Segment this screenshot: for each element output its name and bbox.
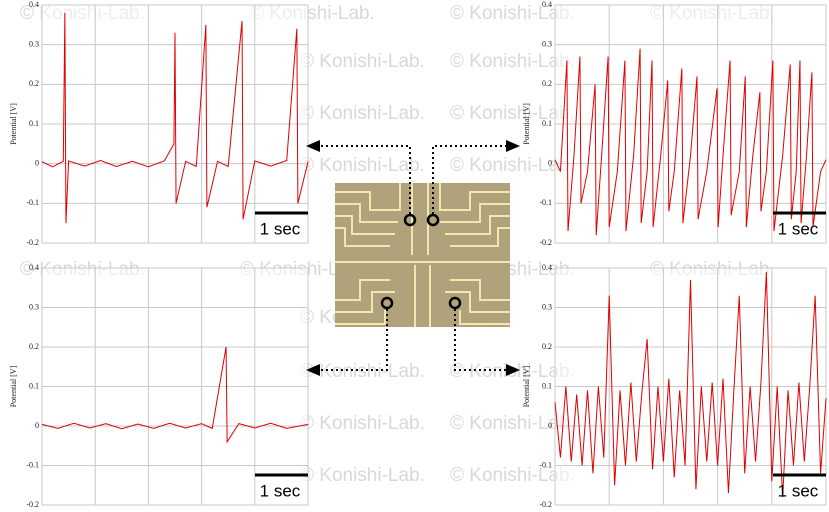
micrograph: [335, 183, 510, 327]
watermark: © Konishi-Lab.: [450, 155, 575, 176]
y-tick-label: 0.3: [542, 302, 552, 311]
scale-bar-label: 1 sec: [260, 481, 301, 500]
y-tick-label: -0.2: [539, 238, 552, 247]
watermark: © Konishi-Lab.: [450, 3, 575, 24]
y-tick-label: -0.2: [539, 500, 552, 509]
watermark: © Konishi-Lab.: [300, 51, 425, 72]
signal-line: [554, 271, 827, 498]
y-tick-label: 0.1: [29, 119, 39, 128]
y-tick-label: -0.2: [26, 500, 39, 509]
electrode-traces: [335, 183, 510, 327]
y-tick-label: 0.3: [29, 39, 39, 48]
signal-line: [41, 346, 309, 444]
electrode-markers: [380, 213, 462, 310]
chart: -0.2 -0.1 0 0.1 0.2 0.3 0.4 Potential [V] 1 sec: [522, 0, 827, 247]
chart: -0.2 -0.1 0 0.1 0.2 0.3 0.4 Potential [V] 1 sec: [9, 263, 309, 509]
y-tick-label: 0: [548, 158, 552, 167]
y-axis-label: Potential [V]: [9, 365, 18, 407]
y-tick-label: 0.2: [29, 79, 39, 88]
scale-bar-label: 1 sec: [778, 481, 819, 500]
y-tick-label: -0.2: [26, 238, 39, 247]
y-tick-label: 0: [35, 421, 39, 430]
watermark: © Konishi-Lab.: [300, 361, 425, 382]
signal-line: [554, 48, 827, 236]
y-tick-label: 0.4: [29, 263, 39, 272]
y-axis-label: Potential [V]: [522, 103, 531, 145]
arrowheads: [306, 140, 520, 376]
scale-bar-label: 1 sec: [260, 219, 301, 238]
watermark: © Konishi-Lab.: [450, 465, 575, 486]
y-tick-label: 0.2: [29, 342, 39, 351]
arrows: [318, 145, 508, 371]
y-tick-label: 0.1: [542, 119, 552, 128]
chart: -0.2 -0.1 0 0.1 0.2 0.3 0.4 Potential [V] 1 sec: [522, 263, 827, 509]
watermark: © Konishi-Lab.: [450, 103, 575, 124]
scale-bar-label: 1 sec: [778, 219, 819, 238]
y-tick-label: 0.1: [542, 381, 552, 390]
watermark: © Konishi-Lab.: [300, 155, 425, 176]
y-tick-label: 0.2: [542, 79, 552, 88]
y-axis-label: Potential [V]: [9, 103, 18, 145]
signal-line: [41, 12, 309, 224]
watermark: © Konishi-Lab.: [300, 413, 425, 434]
y-tick-label: 0.1: [29, 381, 39, 390]
watermark: © Konishi-Lab.: [300, 103, 425, 124]
y-tick-label: 0: [548, 421, 552, 430]
y-tick-label: 0.2: [542, 342, 552, 351]
y-tick-label: -0.1: [539, 198, 552, 207]
y-tick-label: 0.3: [542, 39, 552, 48]
y-tick-label: 0.3: [29, 302, 39, 311]
watermark: © Konishi-Lab.: [300, 465, 425, 486]
y-tick-label: 0: [35, 158, 39, 167]
y-tick-label: 0.4: [542, 263, 552, 272]
y-tick-label: -0.1: [26, 198, 39, 207]
y-tick-label: 0.4: [542, 0, 552, 9]
y-tick-label: 0.4: [29, 0, 39, 9]
y-tick-label: -0.1: [539, 460, 552, 469]
watermark: © Konishi-Lab.: [450, 413, 575, 434]
y-tick-label: -0.1: [26, 460, 39, 469]
watermark: © Konishi-Lab.: [450, 51, 575, 72]
y-axis-label: Potential [V]: [522, 365, 531, 407]
chart: -0.2 -0.1 0 0.1 0.2 0.3 0.4 Potential [V] 1 sec: [9, 0, 309, 247]
